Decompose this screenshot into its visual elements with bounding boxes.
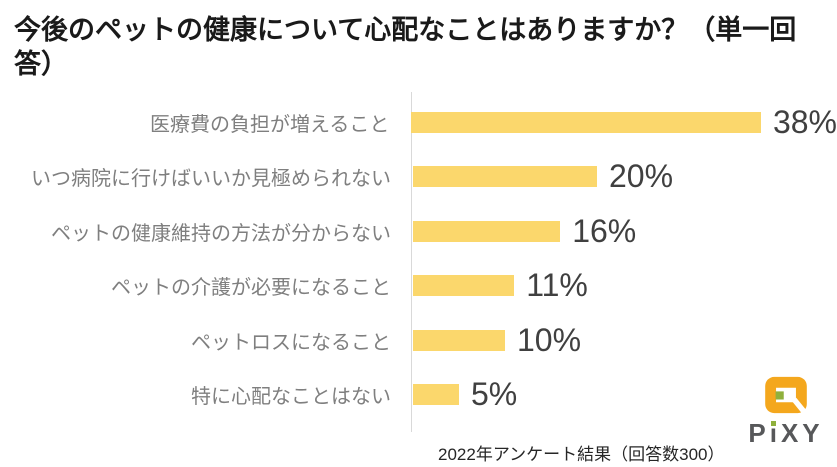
- value-label: 20%: [609, 158, 674, 195]
- chart-row: 特に心配なことはない 5%: [0, 368, 837, 423]
- pixy-logo-mark: [765, 376, 808, 414]
- chart-row: ペットの健康維持の方法が分からない 16%: [0, 204, 837, 259]
- value-label: 16%: [572, 212, 637, 249]
- value-label: 11%: [526, 267, 588, 304]
- logo-letter-i: ı: [769, 418, 781, 448]
- category-label: ペットの健康維持の方法が分からない: [51, 222, 391, 245]
- bar: [413, 220, 561, 242]
- value-label: 10%: [517, 321, 582, 358]
- logo-letter: Y: [802, 418, 824, 448]
- bar: [413, 329, 505, 351]
- category-label: いつ病院に行けばいいか見極められない: [31, 168, 391, 191]
- bar: [413, 275, 515, 297]
- chart-row: ペットの介護が必要になること 11%: [0, 259, 837, 314]
- bar: [413, 166, 597, 188]
- axis-line: [411, 92, 412, 432]
- logo-i-dot: [770, 421, 776, 426]
- chart-row: ペットロスになること 10%: [0, 313, 837, 368]
- chart-row: 医療費の負担が増えること 38%: [0, 95, 837, 150]
- category-label: ペットロスになること: [191, 331, 391, 354]
- category-label: ペットの介護が必要になること: [111, 277, 391, 300]
- pixy-logo: Pı XY: [748, 376, 823, 446]
- pixy-logo-text: Pı XY: [748, 420, 823, 446]
- bar: [413, 384, 459, 406]
- bar: [411, 111, 761, 133]
- chart-row: いつ病院に行けばいいか見極められない 20%: [0, 150, 837, 205]
- logo-letter: X: [780, 418, 803, 448]
- source-note: 2022年アンケート結果（回答数300）: [438, 445, 725, 464]
- logo-letter: P: [748, 418, 770, 448]
- chart-title: 今後のペットの健康について心配なことはありますか？（単一回答）: [14, 15, 797, 79]
- category-label: 医療費の負担が増えること: [149, 113, 390, 136]
- value-label: 5%: [471, 376, 518, 413]
- category-label: 特に心配なことはない: [191, 386, 391, 409]
- bar-chart: 医療費の負担が増えること 38% いつ病院に行けばいいか見極められない 20% ペットの…: [0, 95, 837, 422]
- value-label: 38%: [772, 103, 837, 140]
